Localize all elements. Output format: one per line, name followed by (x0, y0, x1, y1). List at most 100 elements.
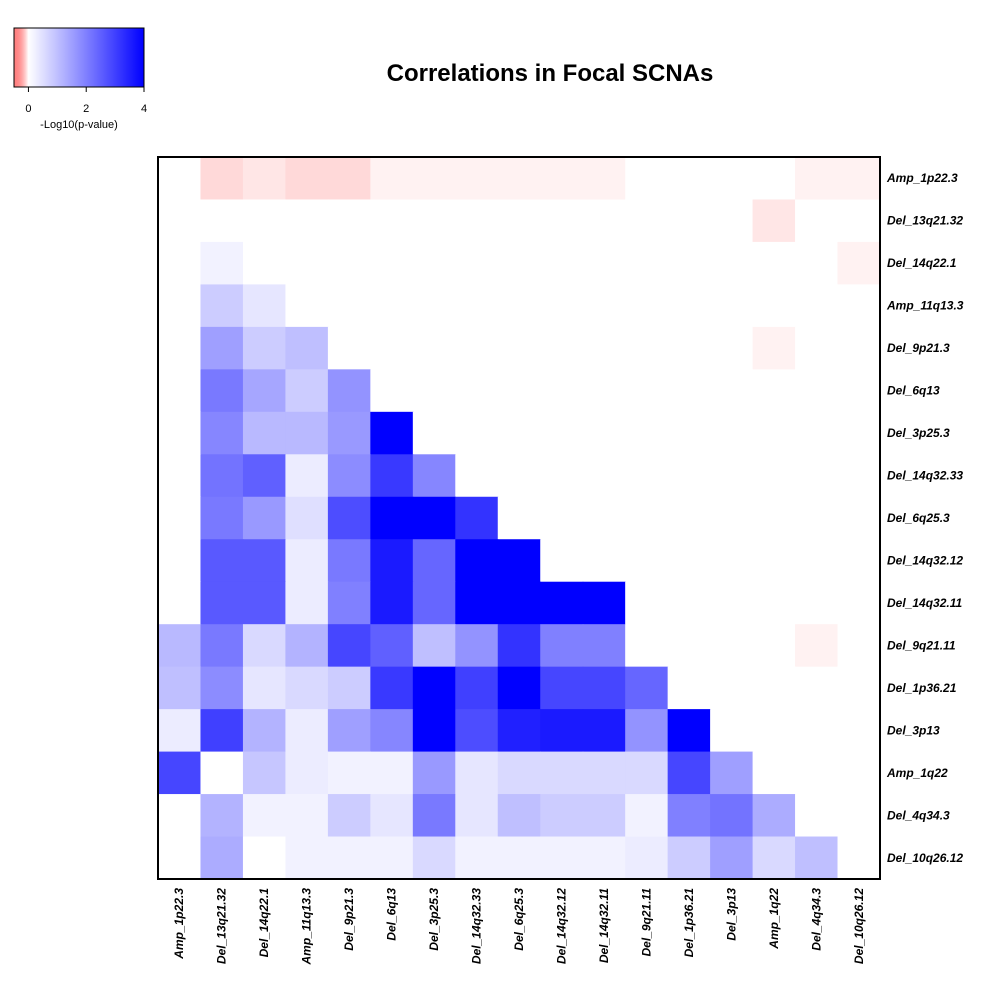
heatmap-cell (625, 369, 669, 413)
heatmap-cell (158, 539, 202, 583)
column-label: Amp_1p22.3 (172, 888, 186, 960)
heatmap-cell (667, 794, 711, 838)
heatmap-cell (412, 199, 456, 243)
heatmap-cell (752, 751, 796, 795)
column-label: Amp_11q13.3 (300, 888, 314, 966)
heatmap-cell (540, 751, 584, 795)
heatmap-cell (625, 751, 669, 795)
heatmap-cell (455, 157, 499, 201)
heatmap-cell (285, 369, 329, 413)
column-label: Del_14q32.11 (597, 888, 611, 963)
heatmap-cell (667, 836, 711, 880)
heatmap-cell (837, 411, 881, 455)
heatmap-cell (412, 539, 456, 583)
heatmap-cell (710, 836, 754, 880)
heatmap-cell (327, 369, 371, 413)
heatmap-cell (497, 624, 541, 668)
heatmap-cell (158, 369, 202, 413)
heatmap-cell (795, 369, 839, 413)
heatmap-cell (158, 241, 202, 286)
heatmap-cell (837, 284, 881, 328)
heatmap-cell (837, 794, 881, 838)
heatmap-cell (158, 199, 202, 243)
heatmap-cell (667, 581, 711, 625)
heatmap-cell (497, 666, 541, 710)
heatmap-cell (455, 496, 499, 540)
heatmap-cell (285, 454, 329, 498)
heatmap-cell (582, 539, 626, 583)
heatmap-cell (242, 326, 287, 370)
heatmap-cell (370, 539, 414, 583)
heatmap-cell (667, 241, 711, 286)
heatmap-cell (285, 624, 329, 668)
heatmap-cell (370, 157, 414, 201)
heatmap-cell (795, 794, 839, 838)
heatmap-cell (540, 326, 584, 370)
heatmap-cell (710, 496, 754, 540)
heatmap-cell (710, 794, 754, 838)
heatmap-cell (752, 709, 796, 753)
heatmap-cell (285, 326, 329, 370)
heatmap-cell (540, 624, 584, 668)
heatmap-cell (795, 496, 839, 540)
heatmap-cell (327, 454, 371, 498)
heatmap-cell (795, 581, 839, 625)
heatmap-cell (837, 454, 881, 498)
heatmap-cell (158, 454, 202, 498)
heatmap-cell (795, 709, 839, 753)
colorbar-tick-label: 2 (83, 103, 89, 115)
row-label: Del_14q22.1 (887, 256, 957, 270)
heatmap-cell (200, 199, 244, 243)
heatmap-cell (327, 496, 371, 540)
heatmap-cell (625, 326, 669, 370)
heatmap-cell (837, 581, 881, 625)
heatmap-cell (370, 581, 414, 625)
heatmap-cell (242, 369, 287, 413)
heatmap-cell (455, 284, 499, 328)
heatmap-cell (370, 624, 414, 668)
heatmap-cell (412, 666, 456, 710)
heatmap-cell (540, 411, 584, 455)
heatmap-cell (837, 199, 881, 243)
heatmap-cell (455, 241, 499, 286)
heatmap-cell (625, 836, 669, 880)
heatmap-cell (752, 539, 796, 583)
heatmap-cell (412, 241, 456, 286)
heatmap-cell (370, 199, 414, 243)
heatmap-cell (667, 666, 711, 710)
heatmap-cell (242, 836, 287, 880)
heatmap-cell (497, 369, 541, 413)
heatmap-cell (710, 326, 754, 370)
heatmap-cell (625, 496, 669, 540)
heatmap-cell (200, 496, 244, 540)
row-label: Del_1p36.21 (887, 681, 957, 695)
heatmap-cell (752, 836, 796, 880)
heatmap-cell (285, 411, 329, 455)
heatmap-cell (497, 539, 541, 583)
row-labels: Amp_1p22.3 Del_13q21.32 Del_14q22.1 Amp_11q… (886, 171, 964, 865)
column-label: Del_14q22.1 (257, 888, 271, 958)
column-label: Del_6q13 (385, 888, 399, 941)
heatmap-cell (582, 326, 626, 370)
heatmap-cell (582, 709, 626, 753)
heatmap-cell (497, 411, 541, 455)
heatmap-cell (582, 496, 626, 540)
heatmap-cell (497, 454, 541, 498)
heatmap-cell (285, 794, 329, 838)
column-label: Del_10q26.12 (852, 888, 866, 964)
heatmap-cell (752, 284, 796, 328)
column-label: Del_1p36.21 (682, 888, 696, 958)
heatmap-cell (242, 624, 287, 668)
heatmap-cell (200, 836, 244, 880)
heatmap-cell (412, 624, 456, 668)
heatmap-cell (795, 411, 839, 455)
heatmap-cell (200, 624, 244, 668)
heatmap-cell (327, 666, 371, 710)
heatmap-cell (710, 624, 754, 668)
heatmap-cell (837, 496, 881, 540)
colorbar-legend: 0 2 4 -Log10(p-value) (13, 27, 147, 131)
heatmap-cell (625, 241, 669, 286)
heatmap-cell (242, 496, 287, 540)
row-label: Del_3p25.3 (887, 426, 950, 440)
heatmap-cell (582, 751, 626, 795)
